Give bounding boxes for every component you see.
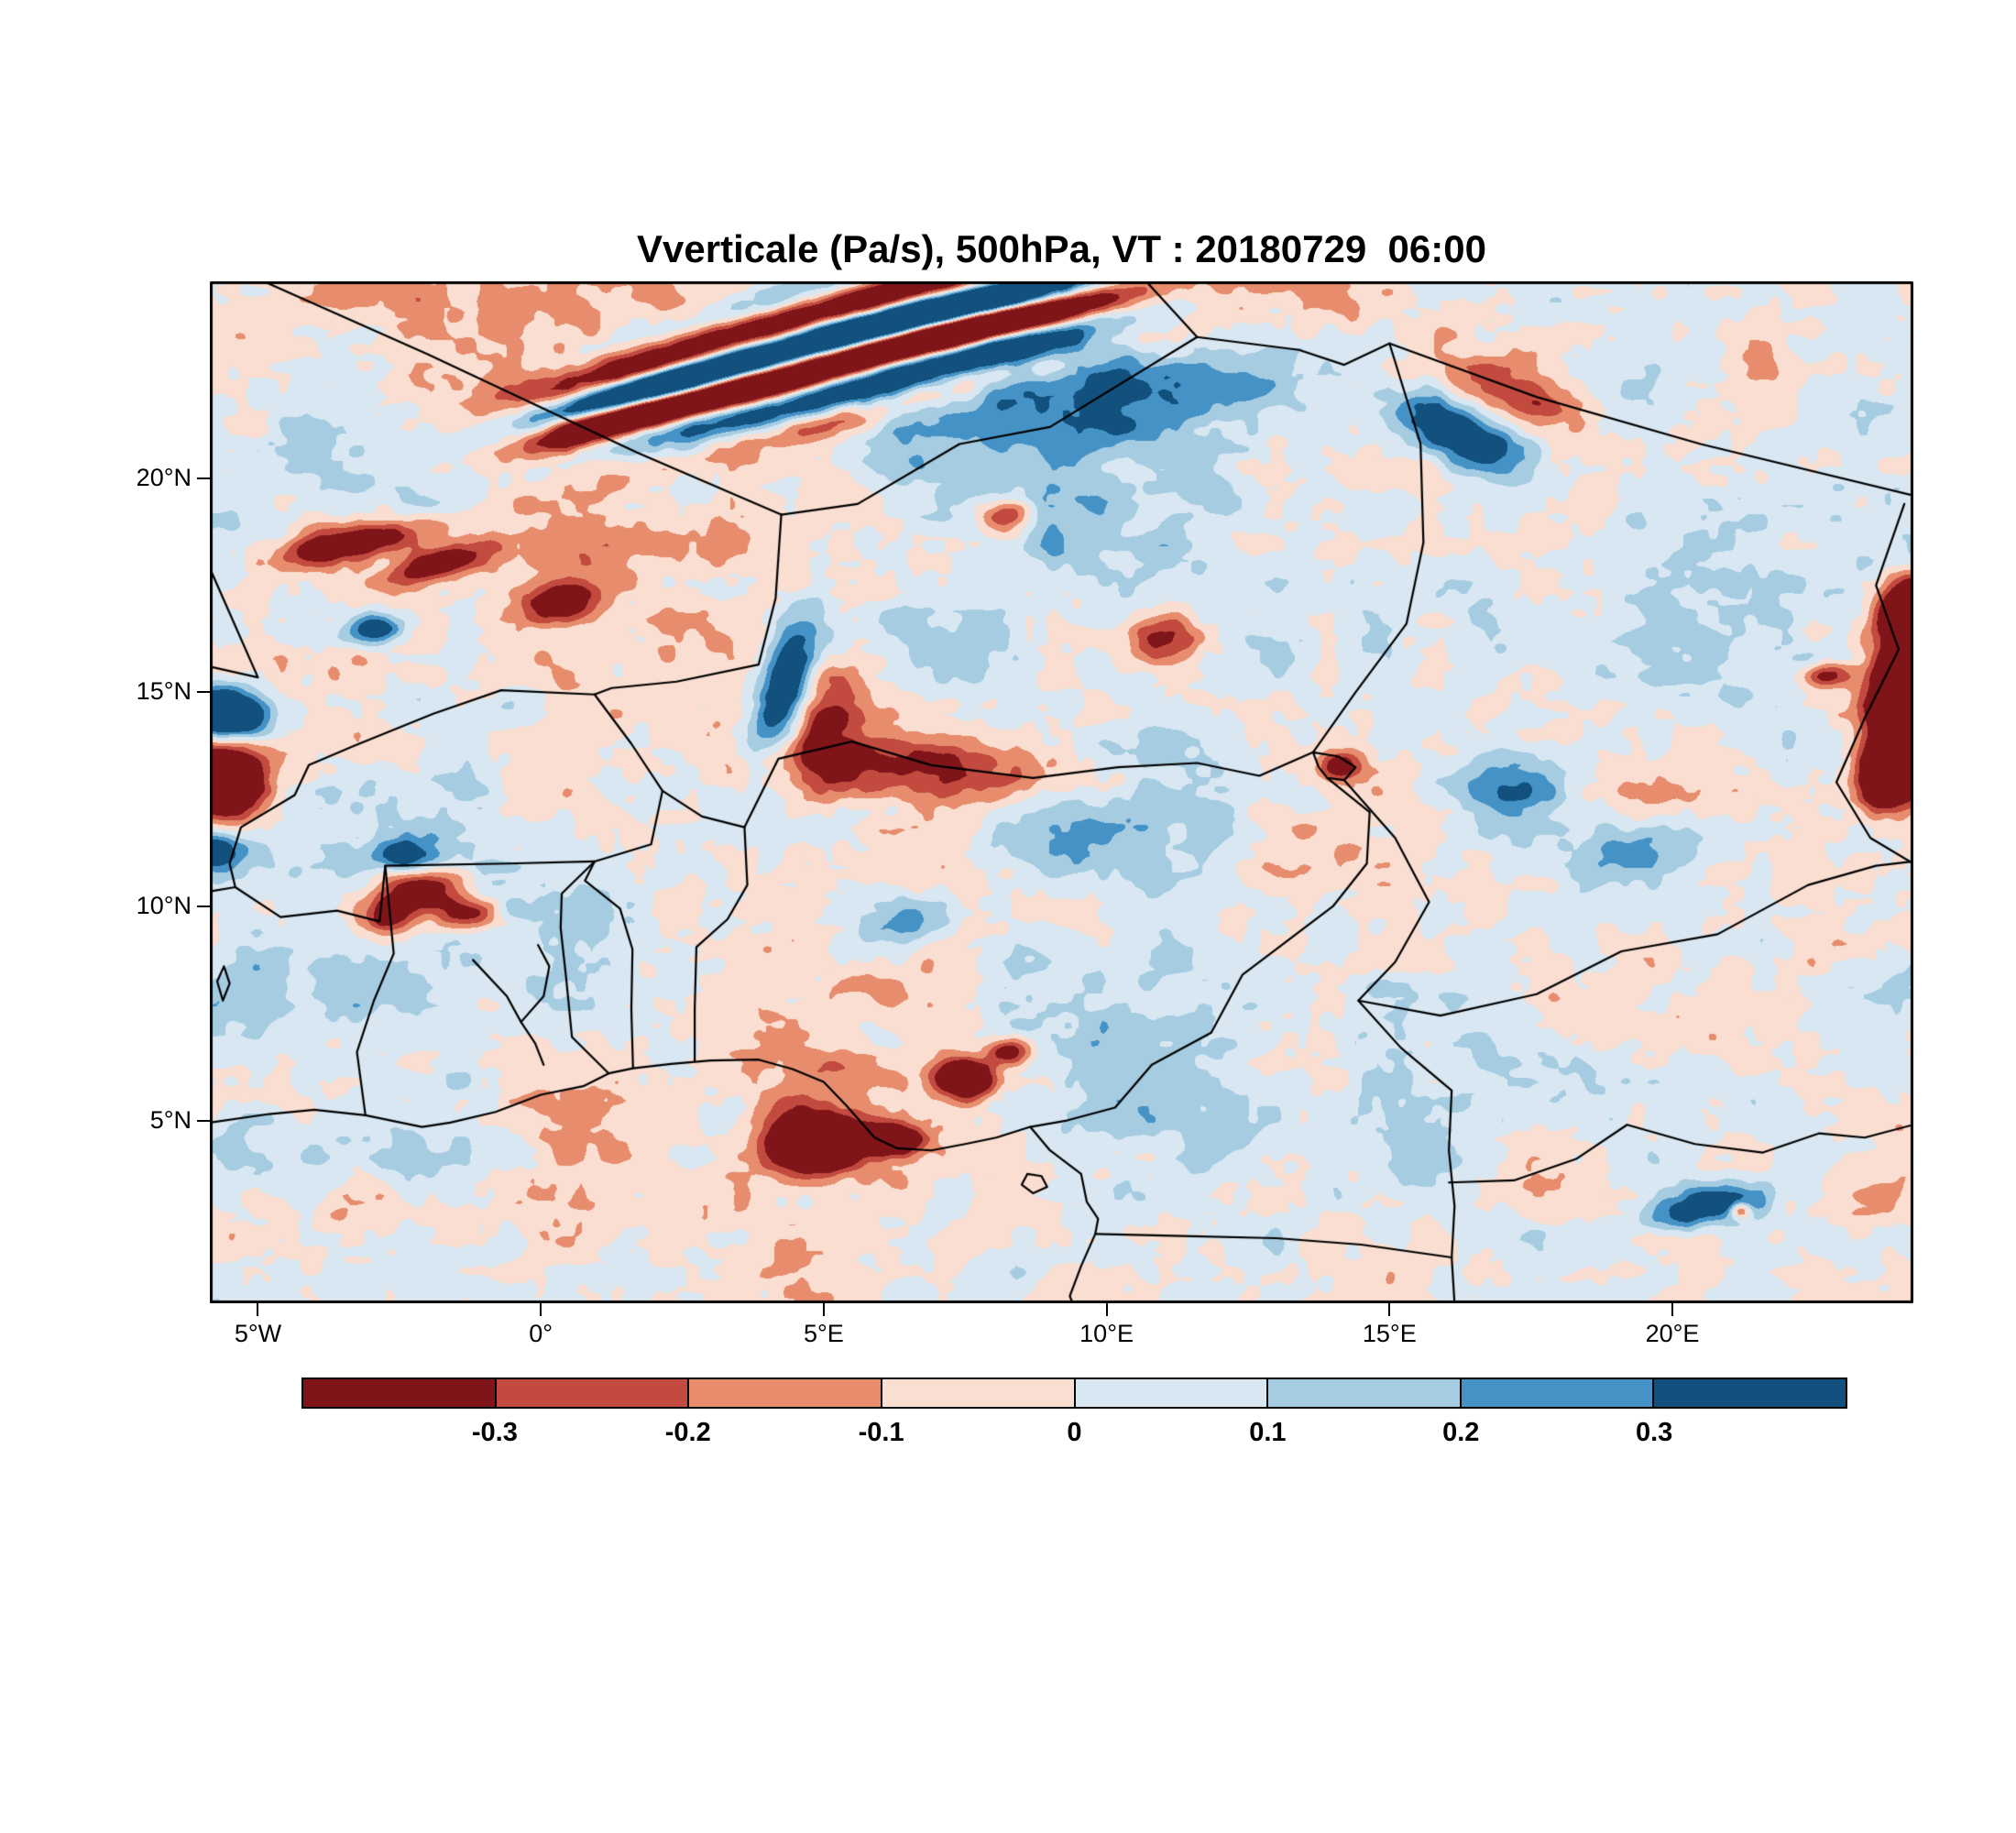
colorbar-tick-label: 0.3 [1635,1418,1673,1447]
colorbar [301,1377,1847,1409]
x-axis-tick [257,1303,259,1316]
x-axis-label: 5°W [234,1320,282,1347]
x-axis-tick [1105,1303,1108,1316]
colorbar-segment-7 [1654,1379,1846,1407]
x-axis-label: 5°E [803,1320,844,1347]
colorbar-segment-4 [1075,1379,1269,1407]
x-axis-label: 10°E [1079,1320,1134,1347]
x-axis-label: 0° [529,1320,553,1347]
x-axis-tick [1671,1303,1673,1316]
map-field-canvas [210,281,1913,1303]
x-axis-label: 15°E [1362,1320,1417,1347]
x-axis-label: 20°E [1645,1320,1700,1347]
colorbar-tick-label: -0.1 [858,1418,904,1447]
colorbar-segment-1 [496,1379,690,1407]
colorbar-tick-label: 0 [1067,1418,1082,1447]
colorbar-segment-0 [303,1379,497,1407]
x-axis-tick [822,1303,825,1316]
colorbar-segment-2 [689,1379,882,1407]
x-axis-tick [1388,1303,1391,1316]
y-axis-tick [197,477,210,479]
y-axis-tick [197,1119,210,1122]
y-axis-label: 5°N [149,1105,192,1134]
y-axis-tick [197,691,210,694]
chart-title: Vverticale (Pa/s), 500hPa, VT : 20180729… [637,227,1486,270]
y-axis-label: 10°N [136,891,192,919]
y-axis-tick [197,905,210,907]
x-axis-tick [540,1303,542,1316]
colorbar-segment-5 [1268,1379,1462,1407]
y-axis-label: 20°N [136,463,192,491]
colorbar-tick-label: 0.1 [1249,1418,1287,1447]
colorbar-tick-label: -0.3 [471,1418,518,1447]
colorbar-tick-label: 0.2 [1442,1418,1480,1447]
colorbar-segment-3 [882,1379,1076,1407]
colorbar-segment-6 [1461,1379,1655,1407]
colorbar-tick-label: -0.2 [664,1418,711,1447]
y-axis-label: 15°N [136,677,192,706]
